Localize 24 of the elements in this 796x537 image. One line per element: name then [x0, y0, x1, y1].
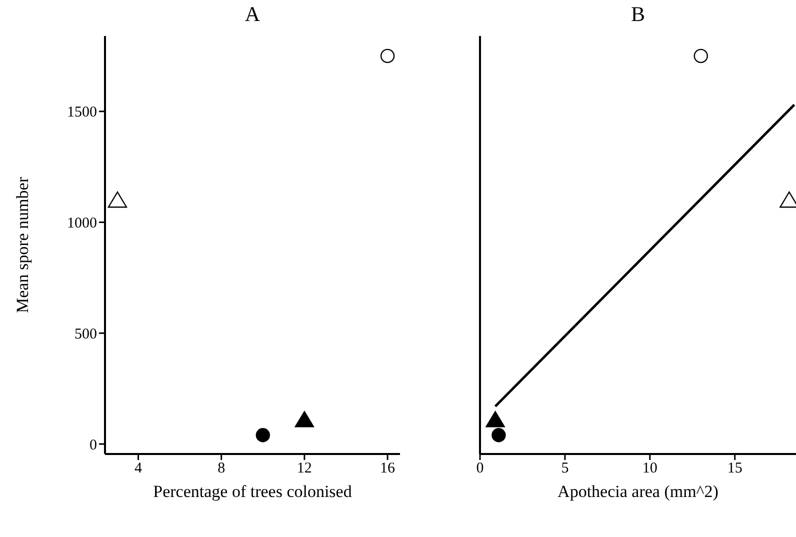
point	[108, 191, 128, 208]
chart-title: B	[630, 2, 646, 27]
point	[492, 428, 506, 442]
x-axis-title: Apothecia area (mm^2)	[556, 482, 720, 502]
point	[256, 428, 270, 442]
x-tick-label: 15	[727, 460, 742, 477]
x-tick-label: 5	[561, 460, 569, 477]
point	[294, 411, 314, 428]
x-tick-label: 12	[296, 460, 312, 477]
y-axis-title: Mean spore number	[13, 176, 33, 315]
y-tick-label: 0	[90, 437, 97, 454]
chart-title: A	[244, 2, 262, 27]
x-tick-label: 10	[642, 460, 658, 477]
point	[694, 48, 708, 64]
x-tick-label: 8	[218, 460, 226, 477]
x-tick-label: 16	[380, 460, 396, 477]
point	[486, 411, 505, 428]
x-tick-label: 4	[134, 460, 142, 477]
y-tick-label: 1500	[67, 104, 97, 121]
x-axis-title: Percentage of trees colonised	[152, 482, 353, 502]
y-tick-label: 500	[74, 326, 97, 342]
point	[380, 48, 395, 64]
x-tick-label: 0	[476, 460, 484, 477]
y-tick-label: 1000	[67, 216, 97, 232]
